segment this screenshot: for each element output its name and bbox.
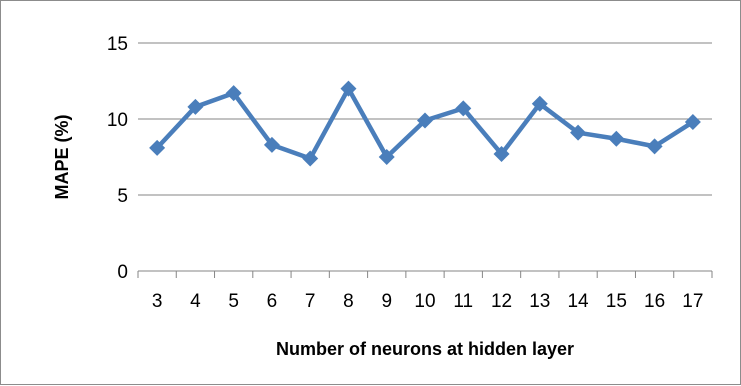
y-tick-label-15: 15 [107, 34, 128, 55]
data-point [417, 112, 433, 129]
x-tick-label-4: 4 [190, 291, 201, 312]
data-point [340, 80, 357, 97]
x-tick-label-6: 6 [267, 291, 278, 312]
x-tick-label-10: 10 [414, 291, 435, 312]
data-point [684, 114, 701, 131]
x-tick-label-9: 9 [381, 291, 392, 312]
x-axis-title: Number of neurons at hidden layer [276, 339, 574, 359]
x-tick-label-12: 12 [491, 291, 512, 312]
data-point [455, 100, 472, 117]
x-tick-label-11: 11 [453, 291, 473, 312]
y-tick-labels: 0 5 10 15 [107, 34, 128, 283]
data-point [149, 139, 166, 156]
data-point [263, 136, 280, 153]
x-tick-label-3: 3 [152, 291, 163, 312]
x-tick-label-14: 14 [567, 291, 589, 312]
series-group [149, 80, 701, 167]
data-point [302, 150, 319, 167]
data-point [608, 130, 625, 147]
y-tick-label-10: 10 [107, 110, 128, 131]
data-point [187, 98, 204, 115]
y-tick-label-0: 0 [117, 262, 128, 283]
data-point [493, 145, 510, 162]
data-point [378, 149, 395, 165]
y-axis-title: MAPE (%) [52, 114, 72, 199]
gridlines [137, 42, 713, 278]
x-tick-label-13: 13 [529, 291, 550, 312]
data-point [225, 85, 242, 102]
x-tick-label-7: 7 [305, 291, 316, 312]
x-tick-label-17: 17 [682, 291, 703, 312]
data-point [646, 138, 663, 155]
y-tick-label-5: 5 [117, 186, 128, 207]
x-tick-labels: 3 4 5 6 7 8 9 10 11 12 13 14 15 16 17 [152, 291, 704, 312]
x-tick-label-5: 5 [228, 291, 239, 312]
x-tick-label-15: 15 [606, 291, 627, 312]
x-tick-label-16: 16 [644, 291, 665, 312]
x-tick-label-8: 8 [343, 291, 354, 312]
data-point [531, 95, 548, 112]
